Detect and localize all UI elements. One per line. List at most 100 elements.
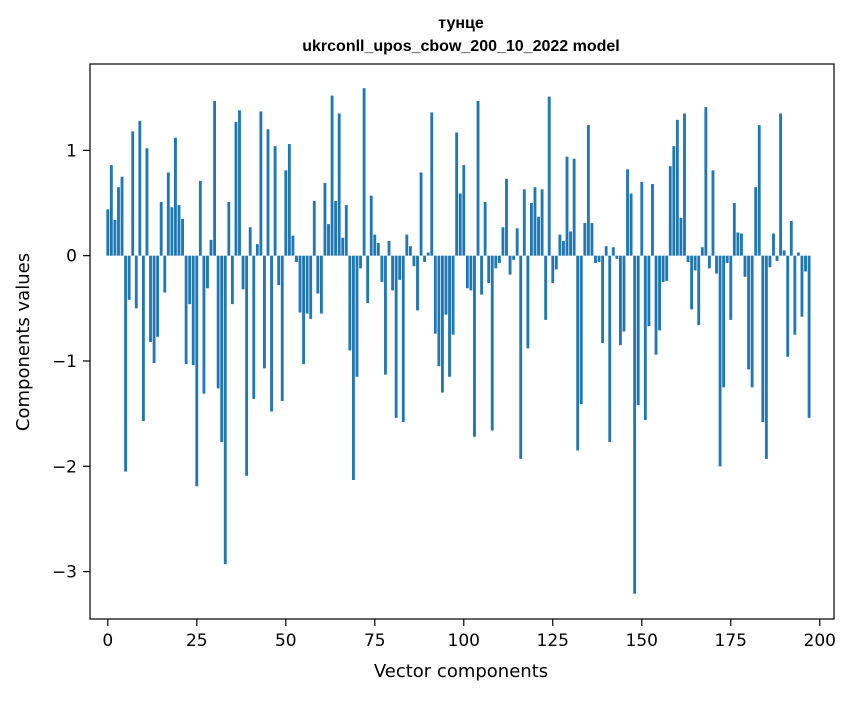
bar [679, 217, 683, 256]
bar [152, 255, 156, 364]
bar [455, 132, 459, 256]
y-axis-ticks: −3 −2 −1 0 1 [52, 141, 90, 583]
bar [729, 255, 733, 320]
x-tick-label: 175 [715, 631, 747, 651]
bar [316, 255, 320, 294]
x-tick-label: 50 [275, 631, 297, 651]
bar [611, 247, 615, 256]
bar [590, 223, 594, 256]
bar [291, 235, 295, 256]
bar [344, 205, 348, 256]
bar [241, 255, 245, 290]
bar [441, 255, 444, 393]
bar [263, 255, 266, 369]
x-tick-label: 150 [626, 631, 658, 651]
bar [177, 205, 181, 256]
bar [181, 218, 184, 256]
x-tick-label: 25 [186, 631, 208, 651]
bar [782, 250, 786, 256]
bar [761, 255, 765, 423]
y-tick-label: −3 [52, 563, 77, 583]
x-tick-label: 0 [102, 631, 113, 651]
bar [725, 255, 729, 264]
bar [700, 247, 704, 256]
bar [501, 227, 505, 256]
bar [804, 255, 807, 272]
bar [494, 255, 498, 269]
bar [497, 255, 501, 264]
bar [302, 255, 306, 365]
bar [376, 243, 380, 256]
bar [608, 255, 612, 443]
bar [519, 255, 523, 459]
bar [558, 234, 562, 256]
bars-group [106, 88, 811, 594]
bar [213, 100, 217, 256]
bar [579, 255, 583, 405]
bar [647, 255, 651, 327]
bar [362, 88, 366, 256]
bar [202, 255, 206, 394]
bar [757, 125, 761, 256]
bar [572, 158, 576, 256]
bar [658, 255, 661, 331]
bar [668, 166, 672, 256]
bar [127, 255, 131, 300]
bar [786, 255, 790, 357]
bar [604, 246, 608, 256]
bar [636, 255, 640, 406]
bar [540, 189, 544, 256]
bar [615, 255, 619, 259]
bar [480, 255, 484, 295]
bar [544, 255, 548, 320]
bar [522, 189, 526, 256]
bar [149, 255, 152, 343]
bar [319, 255, 323, 314]
bar [473, 255, 476, 437]
bar [277, 255, 281, 286]
bar [772, 233, 775, 256]
bar [113, 219, 117, 256]
bar [312, 200, 316, 256]
bar [166, 172, 170, 256]
bar [651, 184, 654, 256]
bar [775, 255, 779, 261]
bar [380, 255, 384, 282]
bar [426, 252, 430, 256]
bar [686, 255, 690, 262]
bar [779, 113, 783, 256]
bar [216, 255, 220, 389]
bar [490, 255, 494, 431]
bar [768, 255, 772, 268]
bar [789, 220, 793, 256]
bar [476, 100, 480, 256]
bar [124, 255, 128, 472]
bar [711, 170, 715, 256]
bar [366, 255, 370, 304]
bar [238, 110, 241, 256]
bar [743, 255, 747, 277]
bar [537, 216, 540, 256]
y-axis-label: Components values [13, 253, 34, 431]
bar [198, 180, 202, 256]
bar [323, 183, 327, 256]
y-tick-label: −1 [52, 352, 77, 372]
bar [433, 255, 437, 334]
bar [255, 244, 259, 256]
bar [554, 255, 558, 270]
bar [754, 187, 758, 256]
bar [707, 255, 711, 269]
bar [715, 255, 718, 274]
bar [337, 113, 341, 256]
bar [405, 234, 409, 256]
bar [740, 233, 743, 256]
bar [355, 255, 359, 377]
bar [398, 255, 402, 280]
bar [273, 146, 277, 256]
bar [230, 255, 234, 305]
x-axis-label: Vector components [374, 661, 548, 682]
bar [796, 252, 800, 256]
bar [266, 129, 270, 256]
bar [223, 255, 227, 565]
